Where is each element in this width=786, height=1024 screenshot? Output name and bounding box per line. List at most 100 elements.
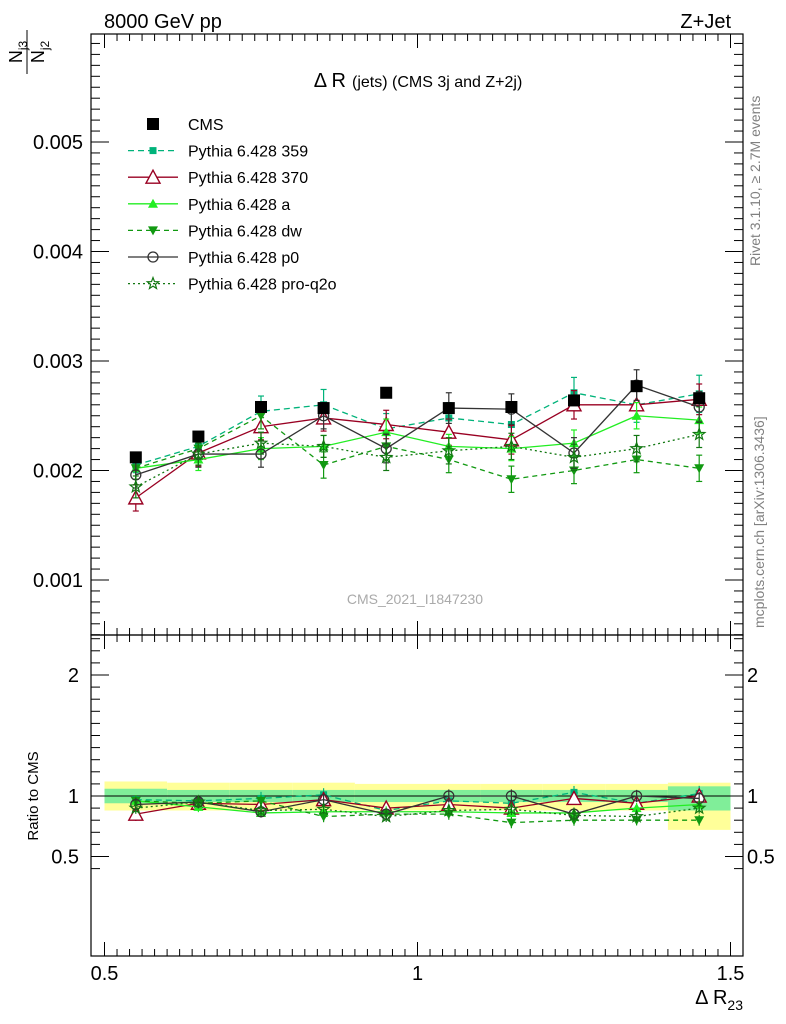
legend-marker-pythia-6-428-a — [148, 198, 158, 208]
data-point-cms — [505, 400, 518, 413]
legend-marker-pythia-6-428-dw — [148, 226, 158, 236]
x-tick-labels: 0.5 1 1.5 — [91, 963, 745, 985]
svg-text:Nj3: Nj3 — [6, 41, 30, 64]
y-tick-label: 0.001 — [33, 570, 83, 592]
ratio-y-tick-label: 2 — [747, 665, 758, 687]
ratio-point-pythia-6-428-pro-q2o — [191, 794, 206, 809]
ratio-point-pythia-6-428-dw — [256, 796, 266, 806]
ratio-point-pythia-6-428-370 — [565, 789, 583, 806]
side-label-top: Rivet 3.1.10, ≥ 2.7M events — [747, 96, 763, 266]
ratio-y-tick-label: 0.5 — [51, 847, 79, 869]
legend-marker-pythia-6-428-pro-q2o — [145, 275, 161, 290]
x-tick-label: 1 — [412, 963, 423, 985]
y-tick-label: 0.003 — [33, 351, 83, 373]
ratio-y-tick-label: 0.5 — [747, 847, 775, 869]
ratio-point-pythia-6-428-p0 — [505, 790, 518, 802]
data-point-pythia-6-428-pro-q2o — [316, 438, 331, 453]
data-point-pythia-6-428-pro-q2o — [191, 446, 206, 461]
ratio-point-pythia-6-428-p0 — [630, 790, 643, 802]
data-point-cms — [693, 392, 706, 405]
data-point-pythia-6-428-dw — [256, 411, 266, 421]
series-line-pythia-6-428-p0 — [135, 384, 700, 476]
data-point-pythia-6-428-pro-q2o — [378, 449, 394, 464]
ratio-point-pythia-6-428-pro-q2o — [253, 802, 269, 817]
data-point-pythia-6-428-pro-q2o — [441, 443, 457, 458]
data-point-cms — [630, 380, 643, 393]
ratio-y-tick-label: 2 — [68, 665, 79, 687]
ratio-point-pythia-6-428-dw — [318, 812, 329, 822]
data-point-cms — [192, 430, 205, 443]
y-tick-label: 0.002 — [33, 461, 83, 483]
data-point-pythia-6-428-pro-q2o — [253, 435, 269, 450]
y-tick-labels: 0.001 0.002 0.003 0.004 0.005 — [33, 132, 83, 592]
x-tick-label: 1.5 — [717, 963, 745, 985]
data-point-cms — [129, 451, 142, 464]
side-label-bottom: mcplots.cern.ch [arXiv:1306.3436] — [751, 416, 767, 628]
ratio-y-tick-label: 1 — [747, 786, 758, 808]
x-tick-label: 0.5 — [91, 963, 119, 985]
ratio-point-pythia-6-428-pro-q2o — [629, 808, 644, 823]
data-point-pythia-6-428-dw — [506, 475, 517, 485]
series-line-pythia-6-428-370 — [135, 398, 700, 499]
data-point-pythia-6-428-pro-q2o — [504, 438, 519, 453]
ratio-line-pythia-6-428-pro-q2o — [135, 801, 700, 818]
data-point-cms — [317, 402, 330, 415]
legend-label: Pythia 6.428 p0 — [188, 250, 299, 267]
y-tick-label: 0.004 — [33, 242, 83, 264]
watermark: CMS_2021_I1847230 — [347, 591, 483, 607]
legend-label: Pythia 6.428 370 — [188, 170, 308, 187]
series-line-pythia-6-428-dw — [135, 414, 700, 480]
legend-marker-pythia-6-428-359 — [149, 147, 157, 155]
data-point-cms — [442, 402, 455, 415]
ratio-line-pythia-6-428-p0 — [135, 795, 700, 815]
process-label: Z+Jet — [680, 11, 731, 33]
ratio-line-pythia-6-428-370 — [135, 795, 700, 815]
legend-marker-pythia-6-428-370 — [144, 168, 162, 184]
ratio-y-tick-labels: 0.5 0.5 1 1 2 2 — [51, 665, 775, 869]
ratio-point-pythia-6-428-pro-q2o — [566, 807, 582, 822]
series-line-pythia-6-428-a — [135, 415, 700, 469]
data-point-pythia-6-428-dw — [318, 461, 329, 471]
legend-marker-cms — [147, 118, 159, 130]
ratio-y-tick-label: 1 — [68, 786, 79, 808]
x-axis-label: Δ R23 — [695, 987, 743, 1013]
series-line-pythia-6-428-pro-q2o — [135, 433, 700, 488]
ratio-point-pythia-6-428-pro-q2o — [504, 801, 519, 816]
ratio-point-pythia-6-428-dw — [694, 816, 705, 826]
ratio-point-pythia-6-428-pro-q2o — [691, 800, 707, 815]
ratio-point-pythia-6-428-pro-q2o — [441, 802, 457, 817]
ratio-point-pythia-6-428-pro-q2o — [316, 801, 331, 816]
data-point-pythia-6-428-pro-q2o — [566, 449, 582, 464]
legend-label: CMS — [188, 117, 224, 134]
y-tick-label: 0.005 — [33, 132, 83, 154]
data-point-pythia-6-428-a — [631, 410, 642, 420]
data-point-cms — [568, 394, 580, 407]
svg-text:Nj2: Nj2 — [28, 41, 52, 64]
data-point-pythia-6-428-dw — [694, 464, 705, 474]
ratio-point-pythia-6-428-pro-q2o — [378, 808, 394, 823]
ratio-point-pythia-6-428-pro-q2o — [128, 800, 144, 815]
axis-ticks — [91, 34, 743, 956]
plot-subtitle: Δ R (jets) (CMS 3j and Z+2j) — [314, 70, 523, 92]
legend-label: Pythia 6.428 pro-q2o — [188, 277, 337, 294]
legend-marker-pythia-6-428-p0 — [147, 251, 159, 263]
ratio-line-pythia-6-428-a — [135, 800, 700, 814]
ratio-point-pythia-6-428-p0 — [443, 790, 455, 802]
legend-label: Pythia 6.428 359 — [188, 144, 308, 161]
series-line-pythia-6-428-359 — [135, 392, 700, 466]
data-point-pythia-6-428-pro-q2o — [691, 426, 707, 441]
y-axis-label: Nj3 Nj2 — [6, 30, 52, 74]
data-point-cms — [380, 386, 393, 399]
ratio-point-pythia-6-428-dw — [506, 818, 517, 828]
data-point-pythia-6-428-pro-q2o — [629, 440, 644, 455]
beam-label: 8000 GeV pp — [104, 11, 222, 33]
ratio-y-axis-label: Ratio to CMS — [25, 751, 42, 840]
legend-label: Pythia 6.428 dw — [188, 223, 302, 240]
legend: CMS Pythia 6.428 359 Pythia 6.428 370 Pythi… — [128, 117, 337, 294]
legend-label: Pythia 6.428 a — [188, 197, 290, 214]
data-point-pythia-6-428-pro-q2o — [128, 479, 144, 494]
ratio-point-pythia-6-428-a — [631, 803, 642, 813]
ratio-line-pythia-6-428-dw — [135, 800, 700, 824]
data-point-cms — [255, 400, 267, 413]
